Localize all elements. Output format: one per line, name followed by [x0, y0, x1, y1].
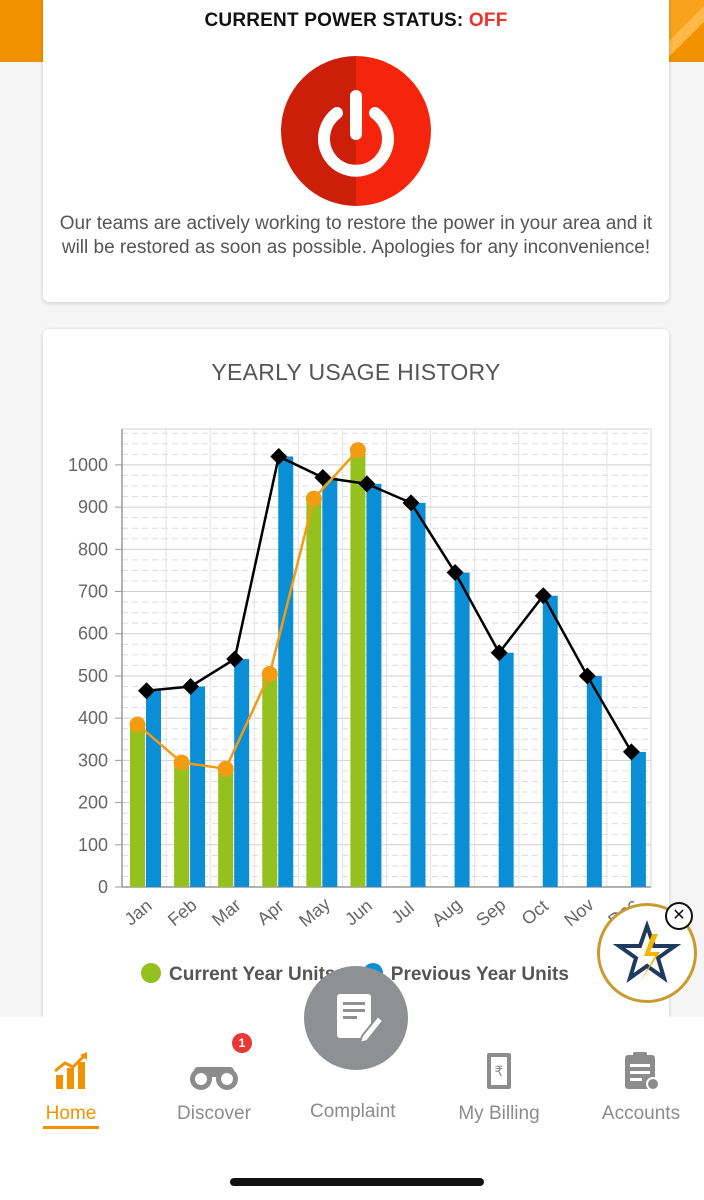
status-message: Our teams are actively working to restor…	[59, 213, 653, 258]
bar-previous-sep	[498, 652, 514, 887]
y-tick-label: 100	[78, 835, 108, 855]
status-title-prefix: CURRENT POWER STATUS:	[204, 10, 469, 31]
complaint-icon	[337, 994, 385, 1045]
bar-current-may	[306, 498, 322, 887]
marker-previous	[314, 469, 332, 487]
y-tick-label: 1000	[68, 455, 108, 475]
marker-current	[261, 665, 278, 682]
marker-previous	[578, 667, 596, 685]
bar-current-jan	[130, 724, 145, 887]
power-status-title: CURRENT POWER STATUS: OFF	[43, 10, 669, 32]
marker-previous	[622, 743, 640, 761]
x-tick-label: Mar	[208, 895, 245, 930]
binoculars-icon	[190, 1067, 238, 1090]
bar-previous-nov	[586, 675, 602, 887]
complaint-button[interactable]	[304, 966, 408, 1070]
nav-discover[interactable]: Discover	[174, 1051, 254, 1125]
marker-previous	[182, 678, 200, 695]
close-icon[interactable]: ✕	[665, 902, 693, 930]
marker-current	[217, 760, 234, 777]
bar-previous-mar	[234, 659, 250, 887]
legend-current-swatch	[141, 963, 161, 983]
nav-complaint-label: Complaint	[310, 1101, 396, 1122]
bar-previous-feb	[190, 686, 206, 887]
nav-my-billing[interactable]: ₹ My Billing	[455, 1051, 543, 1125]
bar-previous-jul	[410, 502, 426, 887]
nav-accounts-label: Accounts	[601, 1103, 681, 1124]
y-tick-label: 500	[78, 666, 108, 686]
nav-discover-label: Discover	[177, 1103, 251, 1124]
y-tick-label: 700	[78, 582, 108, 602]
bar-previous-apr	[278, 456, 294, 887]
line-current	[136, 449, 359, 771]
x-tick-label: Aug	[428, 894, 465, 930]
chart-title: YEARLY USAGE HISTORY	[211, 359, 501, 385]
legend-current[interactable]: Current Year Units	[141, 963, 335, 986]
marker-previous	[358, 475, 376, 493]
marker-previous	[138, 682, 155, 700]
bar-chart-icon	[54, 1052, 87, 1089]
marker-current	[349, 442, 366, 459]
x-tick-label: Sep	[472, 894, 509, 930]
bar-previous-jun	[366, 483, 382, 887]
y-tick-label: 200	[78, 793, 108, 813]
y-tick-label: 900	[78, 497, 108, 517]
star-icon	[612, 919, 682, 983]
y-tick-label: 300	[78, 750, 108, 770]
home-indicator	[230, 1178, 484, 1186]
marker-previous	[226, 650, 244, 668]
x-tick-label: May	[295, 894, 334, 931]
discover-badge: 1	[232, 1033, 252, 1053]
bar-current-mar	[218, 768, 234, 887]
bar-current-apr	[262, 673, 278, 887]
bar-previous-aug	[454, 572, 470, 887]
nav-accounts[interactable]: Accounts	[598, 1051, 684, 1125]
x-tick-label: Oct	[518, 896, 552, 929]
y-tick-label: 600	[78, 624, 108, 644]
bill-icon: ₹	[487, 1053, 511, 1089]
power-status-card: CURRENT POWER STATUS: OFF Our teams are …	[43, 0, 669, 302]
y-tick-label: 0	[98, 877, 108, 897]
marker-current	[305, 490, 322, 507]
line-previous	[146, 454, 633, 753]
clipboard-icon	[625, 1052, 660, 1091]
chart-legend: Current Year Units Previous Year Units	[141, 963, 591, 986]
power-symbol-icon	[318, 90, 394, 177]
usage-chart-card: YEARLY USAGE HISTORY 0 100 200 300 400 500 600…	[43, 329, 669, 1049]
bar-current-feb	[174, 762, 190, 887]
x-tick-label: Jul	[387, 897, 417, 927]
x-tick-label: Jun	[341, 895, 376, 929]
bar-previous-dec	[630, 751, 646, 887]
marker-previous	[270, 447, 288, 465]
status-value: OFF	[468, 10, 508, 31]
marker-current	[129, 716, 146, 733]
y-tick-label: 400	[78, 708, 108, 728]
legend-previous-label: Previous Year Units	[390, 964, 569, 985]
power-icon	[281, 56, 431, 206]
bar-previous-may	[322, 477, 338, 887]
nav-home-label: Home	[43, 1103, 99, 1129]
x-tick-label: Feb	[164, 895, 201, 930]
header-stripe	[664, 0, 704, 62]
x-tick-label: Nov	[560, 894, 597, 930]
bar-current-jun	[350, 450, 366, 887]
nav-complaint[interactable]: Complaint	[310, 1065, 396, 1123]
bar-previous-oct	[542, 595, 558, 887]
svg-text:₹: ₹	[495, 1063, 504, 1079]
nav-home[interactable]: Home	[43, 1051, 99, 1129]
marker-previous	[534, 587, 552, 605]
marker-current	[173, 754, 190, 771]
bar-previous-jan	[146, 690, 161, 887]
x-tick-label: Apr	[253, 896, 287, 929]
marker-previous	[402, 494, 420, 512]
legend-current-label: Current Year Units	[169, 964, 336, 985]
marker-previous	[490, 644, 508, 662]
y-tick-label: 800	[78, 539, 108, 559]
x-tick-label: Jan	[121, 895, 156, 929]
nav-my-billing-label: My Billing	[458, 1103, 540, 1124]
